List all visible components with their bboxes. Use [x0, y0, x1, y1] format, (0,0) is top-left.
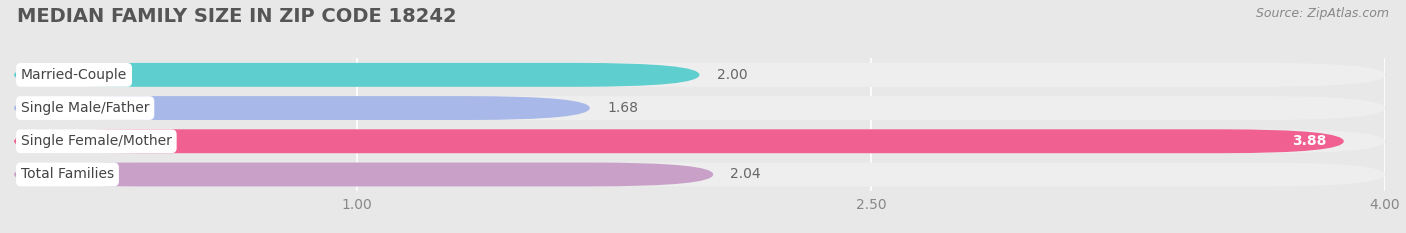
FancyBboxPatch shape [14, 129, 1385, 153]
Text: Source: ZipAtlas.com: Source: ZipAtlas.com [1256, 7, 1389, 20]
FancyBboxPatch shape [14, 129, 1344, 153]
FancyBboxPatch shape [14, 162, 1385, 186]
Text: MEDIAN FAMILY SIZE IN ZIP CODE 18242: MEDIAN FAMILY SIZE IN ZIP CODE 18242 [17, 7, 457, 26]
FancyBboxPatch shape [14, 63, 1385, 87]
FancyBboxPatch shape [14, 96, 591, 120]
FancyBboxPatch shape [14, 96, 1385, 120]
Text: Married-Couple: Married-Couple [21, 68, 127, 82]
Text: 1.68: 1.68 [607, 101, 638, 115]
Text: Single Female/Mother: Single Female/Mother [21, 134, 172, 148]
Text: Total Families: Total Families [21, 168, 114, 182]
FancyBboxPatch shape [14, 63, 700, 87]
Text: 3.88: 3.88 [1292, 134, 1327, 148]
Text: 2.00: 2.00 [717, 68, 747, 82]
FancyBboxPatch shape [14, 162, 713, 186]
Text: 2.04: 2.04 [730, 168, 761, 182]
Text: Single Male/Father: Single Male/Father [21, 101, 149, 115]
